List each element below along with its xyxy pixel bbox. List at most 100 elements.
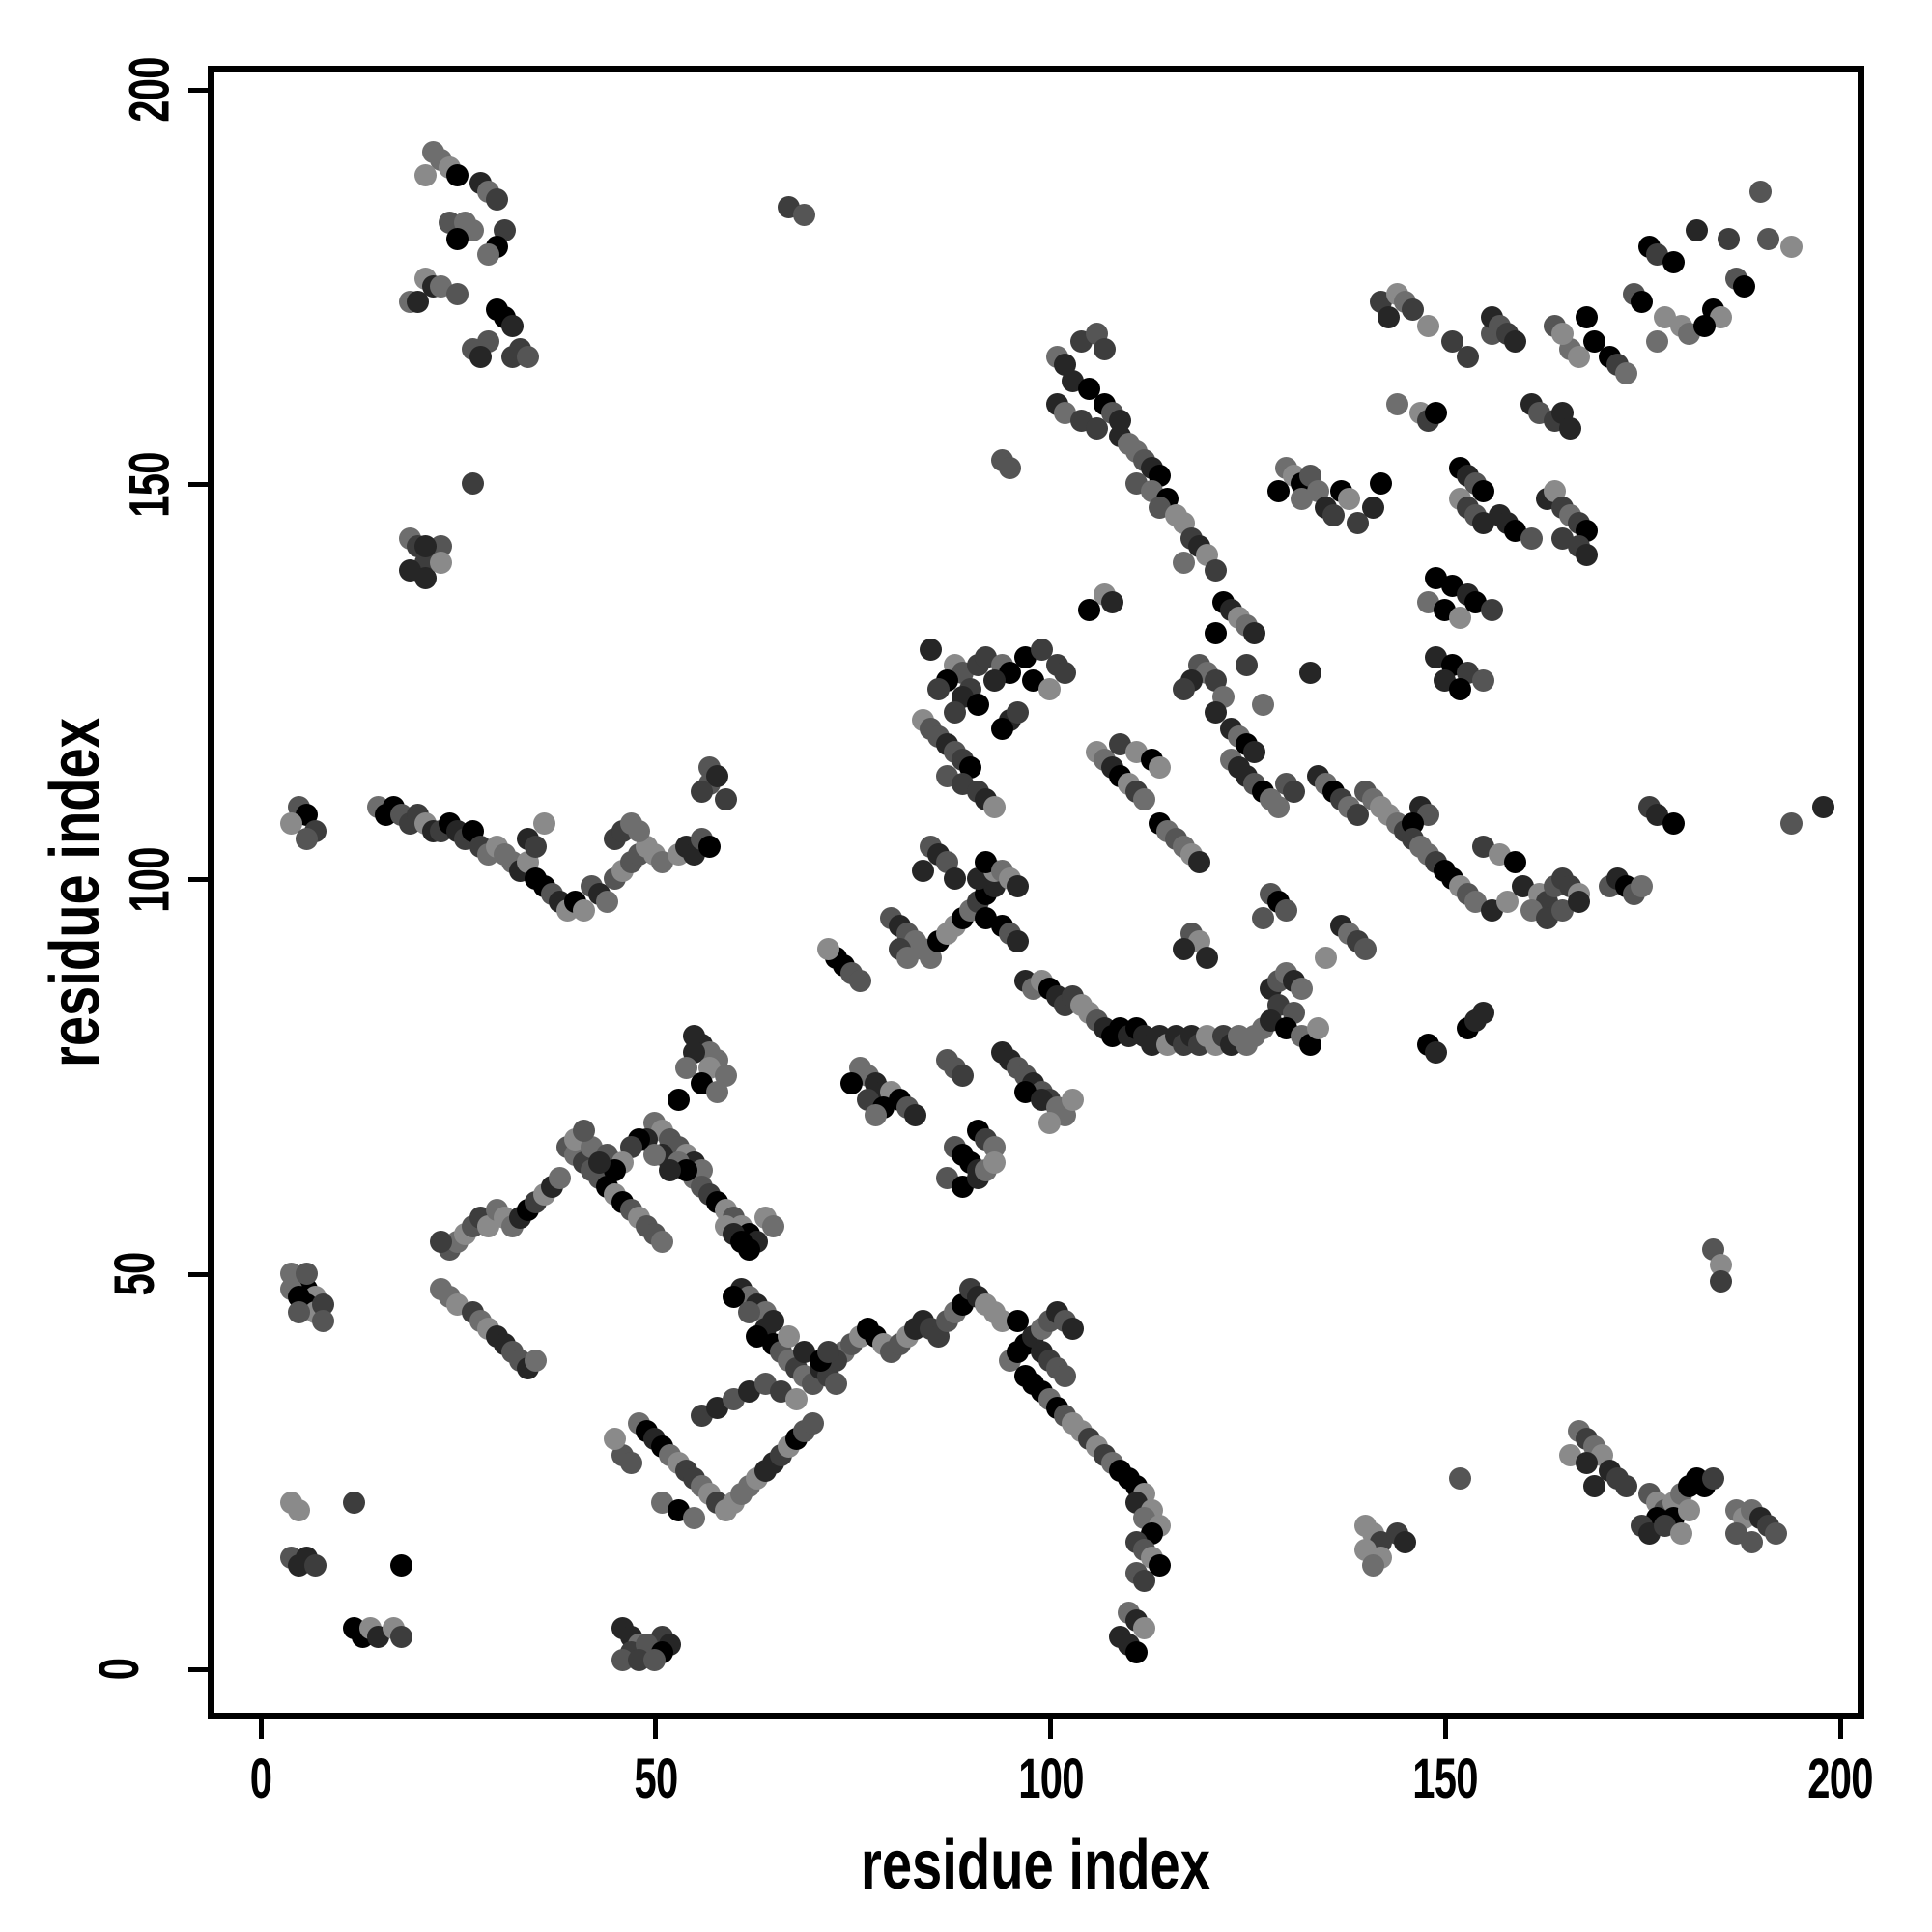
data-point (714, 788, 737, 811)
data-point (1172, 938, 1195, 961)
data-point (485, 187, 508, 211)
data-point (1283, 780, 1306, 803)
data-point (1291, 488, 1314, 511)
data-point (1007, 1309, 1030, 1332)
data-point (998, 456, 1021, 479)
data-point (1614, 361, 1637, 384)
data-point (1480, 598, 1503, 621)
x-tick-label: 200 (1807, 1747, 1873, 1810)
data-point (816, 1341, 839, 1364)
data-point (1149, 756, 1172, 780)
data-point (1401, 298, 1424, 322)
data-point (477, 243, 500, 266)
data-point (1322, 503, 1346, 526)
data-point (288, 1498, 311, 1521)
data-point (280, 811, 303, 835)
data-point (1686, 219, 1709, 242)
data-point (778, 1324, 801, 1348)
data-point (430, 1277, 453, 1300)
data-point (1780, 235, 1804, 258)
data-point (1448, 1467, 1471, 1491)
data-point (1204, 559, 1227, 582)
data-point (619, 1451, 642, 1474)
data-point (1582, 329, 1605, 353)
data-point (406, 291, 429, 314)
data-point (1448, 607, 1471, 630)
data-point (816, 938, 839, 961)
data-point (414, 567, 437, 590)
data-point (848, 970, 871, 993)
data-point (1630, 291, 1653, 314)
data-point (912, 859, 935, 882)
data-point (390, 1625, 413, 1648)
data-point (1709, 1269, 1732, 1293)
data-point (1559, 416, 1582, 440)
x-tick-mark (1048, 1719, 1053, 1739)
data-point (1101, 590, 1124, 613)
x-tick-label: 100 (1017, 1747, 1084, 1810)
data-point (1370, 472, 1393, 496)
data-point (288, 1301, 311, 1324)
data-point (1811, 796, 1834, 819)
data-point (430, 1230, 453, 1253)
data-point (1678, 1498, 1700, 1521)
data-point (1346, 804, 1369, 827)
data-point (1495, 891, 1519, 914)
data-point (1196, 946, 1219, 969)
data-point (1756, 227, 1779, 250)
y-tick-mark (188, 1271, 208, 1277)
data-point (414, 535, 437, 558)
data-point (982, 669, 1006, 693)
data-point (990, 717, 1013, 740)
data-point (1575, 1451, 1598, 1474)
data-point (682, 1507, 705, 1529)
y-axis-title: residue index (37, 717, 114, 1068)
x-tick-label: 0 (249, 1747, 272, 1810)
data-point (698, 836, 722, 859)
data-point (801, 1411, 824, 1435)
data-point (343, 1491, 366, 1514)
data-point (1393, 1530, 1416, 1553)
data-point (572, 1120, 595, 1143)
data-point (1741, 1530, 1764, 1553)
data-point (525, 1349, 548, 1372)
data-point (1614, 1475, 1637, 1498)
data-point (548, 1167, 571, 1190)
data-point (1575, 306, 1598, 329)
data-point (1575, 543, 1598, 566)
data-point (445, 227, 469, 250)
data-point (1448, 677, 1471, 700)
data-point (1630, 875, 1653, 897)
y-tick-label: 0 (88, 1658, 152, 1681)
data-point (1062, 1088, 1085, 1111)
data-point (1338, 488, 1361, 511)
data-point (1646, 329, 1669, 353)
plot-area (208, 66, 1864, 1719)
y-tick-mark (188, 87, 208, 93)
x-tick-label: 50 (634, 1747, 678, 1810)
data-point (951, 1065, 974, 1088)
data-point (840, 1072, 864, 1095)
data-point (1701, 1467, 1724, 1491)
data-point (414, 164, 437, 187)
data-point (1132, 788, 1155, 811)
data-point (1054, 662, 1077, 685)
data-point (1266, 480, 1290, 503)
data-point (1149, 1554, 1172, 1577)
y-tick-label: 200 (118, 57, 182, 123)
y-tick-mark (188, 482, 208, 488)
data-point (1314, 946, 1337, 969)
data-point (1132, 1570, 1155, 1593)
data-point (1717, 227, 1740, 250)
data-point (738, 1301, 761, 1324)
data-point (643, 1649, 667, 1672)
data-point (1733, 274, 1756, 298)
data-point (1504, 851, 1527, 874)
data-point (1037, 1112, 1061, 1135)
data-point (1085, 416, 1108, 440)
data-point (1362, 1554, 1384, 1577)
data-point (738, 1238, 761, 1262)
y-tick-mark (188, 877, 208, 882)
data-point (651, 1230, 674, 1253)
